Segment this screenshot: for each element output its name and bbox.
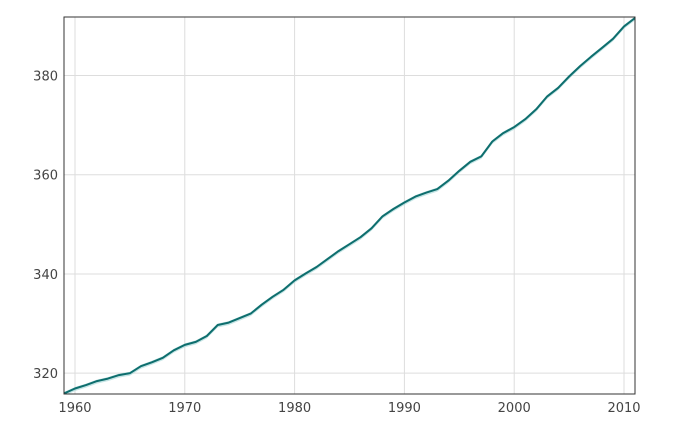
y-tick-label: 360 xyxy=(33,169,58,184)
y-axis-ticks: 320 340 360 380 xyxy=(33,70,58,383)
uncertainty-band xyxy=(64,17,635,394)
grid-lines xyxy=(64,17,635,394)
y-tick-label: 340 xyxy=(33,268,58,283)
x-tick-label: 2000 xyxy=(498,401,531,416)
x-tick-label: 2010 xyxy=(607,401,640,416)
x-axis-ticks: 1960 1970 1980 1990 2000 2010 xyxy=(58,401,640,416)
x-tick-label: 1980 xyxy=(278,401,311,416)
y-tick-label: 320 xyxy=(33,367,58,382)
x-tick-label: 1970 xyxy=(168,401,201,416)
series-line xyxy=(64,17,635,394)
x-tick-label: 1960 xyxy=(58,401,91,416)
x-tick-label: 1990 xyxy=(388,401,421,416)
y-tick-label: 380 xyxy=(33,70,58,85)
plot-frame xyxy=(63,16,636,395)
series-group xyxy=(63,17,636,394)
uncertainty-band-area xyxy=(64,17,635,394)
